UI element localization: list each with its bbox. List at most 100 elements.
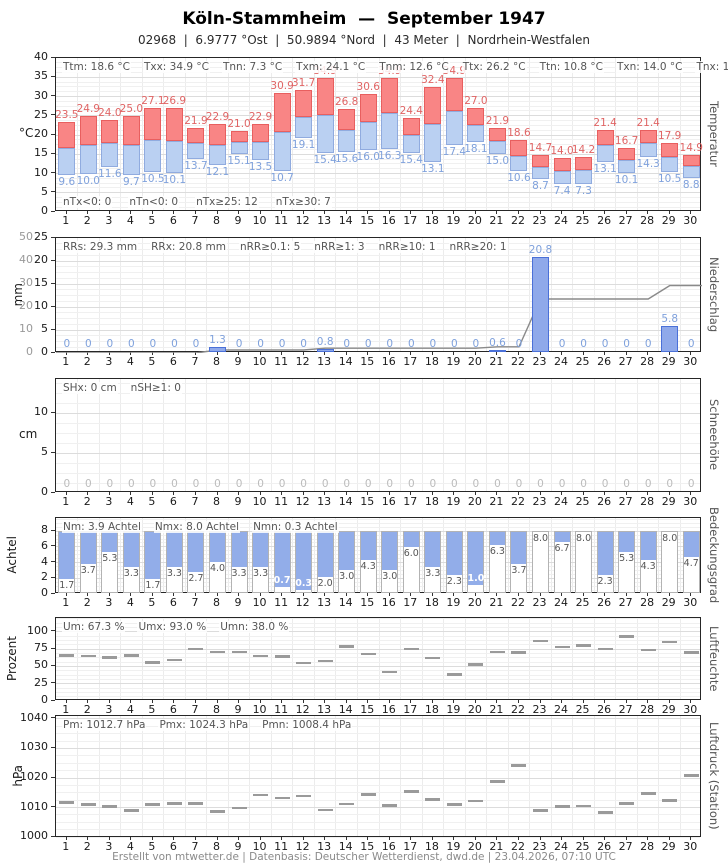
grid-line-major [56, 665, 700, 667]
humidity-dash [210, 650, 225, 654]
temp-bar-max-segment [682, 154, 700, 167]
day-label: 29 [661, 703, 676, 716]
grid-line-vertical [292, 716, 294, 836]
day-label: 2 [83, 214, 91, 227]
day-label: 11 [274, 214, 289, 227]
day-label: 7 [191, 495, 199, 508]
humidity-dash [446, 673, 462, 676]
y-tick-mark [51, 411, 55, 413]
cloud-bar-fill [339, 532, 355, 570]
snow-zero-label: 0 [257, 478, 264, 490]
day-label: 30 [683, 703, 698, 716]
x-tick-mark [108, 492, 110, 495]
stat-item: nRR≥0.1: 5 [238, 241, 302, 253]
grid-line-vertical [163, 238, 165, 351]
y-tick-label: 20 [34, 127, 48, 140]
snow-zero-label: 0 [386, 478, 394, 490]
x-tick-mark [87, 593, 89, 596]
grid-line-vertical [206, 379, 208, 491]
snow-zero-label: 0 [214, 478, 221, 490]
snow-zero-label: 0 [472, 478, 480, 490]
cloud-bar-fill [253, 532, 269, 568]
day-label: 22 [510, 703, 525, 716]
day-label: 23 [532, 596, 547, 609]
day-label: 4 [126, 703, 134, 716]
x-tick-mark [474, 352, 476, 355]
cloud-value-label: 8.0 [576, 533, 592, 545]
grid-line-vertical [443, 58, 445, 210]
pressure-dash [145, 803, 161, 806]
y-tick-label: 0 [41, 586, 48, 599]
y-tick-mark [51, 630, 55, 632]
x-tick-mark [65, 352, 67, 355]
x-tick-mark [410, 593, 412, 596]
precip-bar [209, 347, 226, 352]
temp-counts-row: nTx<0: 0 nTn<0: 0 nTx≥25: 12 nTx≥30: 7 [62, 196, 348, 208]
x-tick-mark [216, 700, 218, 703]
cloud-bar [553, 531, 571, 593]
day-label: 9 [234, 703, 242, 716]
x-tick-mark [216, 492, 218, 495]
day-label: 3 [105, 703, 113, 716]
grid-line-minor [56, 733, 700, 735]
grid-line-minor [56, 725, 700, 727]
cloud-bar [101, 531, 119, 593]
temp-bar-min-segment [510, 155, 528, 172]
cloud-value-label: 2.3 [597, 575, 613, 587]
precip-zero-label: 0 [386, 338, 394, 350]
day-label: 26 [597, 703, 612, 716]
day-label: 22 [510, 596, 525, 609]
temp-min-label: 13.1 [593, 162, 617, 175]
grid-line-vertical [507, 58, 509, 210]
day-label: 21 [489, 495, 504, 508]
humidity-dash [533, 639, 548, 643]
grid-line-major [56, 115, 700, 117]
precip-zero-label: 0 [601, 338, 609, 350]
grid-line-major [56, 777, 700, 779]
day-label: 17 [403, 214, 418, 227]
grid-line-vertical [120, 618, 122, 699]
temp-max-label: 26.9 [162, 95, 187, 108]
temp-bar-min-segment [209, 144, 226, 166]
snow-zero-label: 0 [558, 478, 566, 490]
grid-line-vertical [98, 716, 100, 836]
cloud-value-label: 8.0 [532, 533, 549, 545]
temp-bar-min-segment [381, 113, 399, 150]
grid-line-vertical [163, 716, 165, 836]
x-tick-mark [410, 492, 412, 495]
stat-item: RRs: 29.3 mm [62, 241, 139, 253]
grid-line-minor [56, 836, 700, 838]
x-tick-mark [151, 593, 153, 596]
x-tick-mark [561, 593, 563, 596]
cloud-right-label: Bedeckungsgrad [707, 506, 721, 604]
grid-line-minor [56, 323, 700, 325]
grid-line-vertical [636, 238, 638, 351]
day-label: 6 [169, 840, 177, 853]
x-tick-mark [517, 492, 519, 495]
grid-line-vertical [249, 716, 251, 836]
x-tick-mark [496, 211, 498, 214]
day-label: 17 [403, 703, 418, 716]
x-tick-mark [108, 352, 110, 355]
day-label: 28 [640, 703, 655, 716]
pressure-dash [210, 810, 225, 813]
temp-max-label: 22.9 [248, 110, 273, 123]
pressure-dash [425, 798, 441, 801]
stat-item: Ttn: 10.8 °C [538, 61, 604, 73]
day-label: 1 [62, 214, 70, 227]
grid-line-minor [56, 542, 700, 544]
day-label: 20 [467, 596, 482, 609]
grid-line-vertical [313, 379, 315, 491]
x-tick-mark [582, 837, 584, 840]
grid-line-vertical [356, 58, 358, 210]
day-label: 6 [169, 495, 177, 508]
stat-item: Tnm: 12.6 °C [378, 61, 450, 73]
temp-bar-max-segment [467, 108, 485, 125]
stat-item: Ttx: 26.2 °C [461, 61, 527, 73]
day-label: 10 [252, 596, 267, 609]
day-label: 3 [105, 355, 113, 368]
day-label: 22 [510, 840, 525, 853]
x-tick-mark [388, 837, 390, 840]
x-tick-mark [87, 700, 89, 703]
grid-line-vertical [550, 58, 552, 210]
